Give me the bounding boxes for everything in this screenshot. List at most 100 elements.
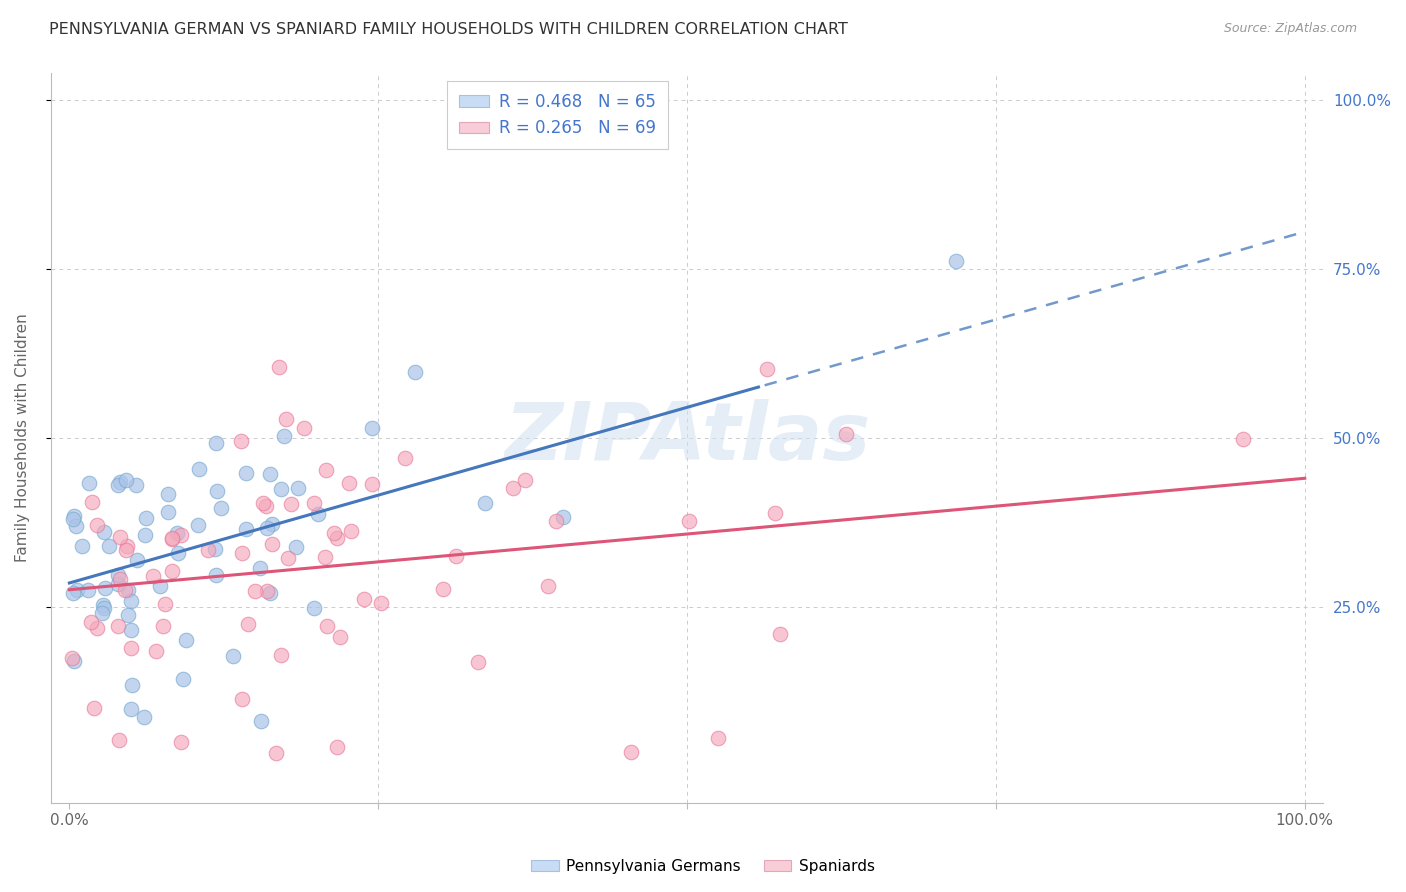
Point xyxy=(544,514,567,528)
Point xyxy=(536,579,558,593)
Point xyxy=(114,582,136,597)
Point xyxy=(287,481,309,495)
Point xyxy=(250,714,273,729)
Point xyxy=(134,527,156,541)
Point xyxy=(329,631,352,645)
Point xyxy=(115,473,138,487)
Point xyxy=(160,532,183,546)
Point xyxy=(361,420,384,434)
Text: ZIPAtlas: ZIPAtlas xyxy=(503,399,870,476)
Point xyxy=(187,518,209,533)
Point xyxy=(125,552,148,566)
Point xyxy=(280,497,302,511)
Point xyxy=(292,421,315,435)
Point xyxy=(256,499,278,513)
Point xyxy=(273,429,295,443)
Point xyxy=(474,496,496,510)
Point xyxy=(120,702,142,716)
Point xyxy=(209,500,232,515)
Point xyxy=(270,482,292,496)
Point xyxy=(260,517,283,532)
Point xyxy=(93,525,115,540)
Point xyxy=(243,584,266,599)
Point xyxy=(108,572,131,586)
Point xyxy=(82,495,104,509)
Point xyxy=(188,461,211,475)
Point xyxy=(155,597,177,611)
Point xyxy=(269,359,291,374)
Point xyxy=(284,541,307,555)
Point xyxy=(108,530,131,544)
Text: Source: ZipAtlas.com: Source: ZipAtlas.com xyxy=(1223,22,1357,36)
Text: PENNSYLVANIA GERMAN VS SPANIARD FAMILY HOUSEHOLDS WITH CHILDREN CORRELATION CHAR: PENNSYLVANIA GERMAN VS SPANIARD FAMILY H… xyxy=(49,22,848,37)
Point xyxy=(404,365,426,379)
Point xyxy=(107,478,129,492)
Point xyxy=(157,506,180,520)
Point xyxy=(326,740,349,755)
Point xyxy=(467,655,489,669)
Point xyxy=(235,522,257,536)
Point xyxy=(145,644,167,658)
Point xyxy=(205,435,228,450)
Point xyxy=(66,582,89,597)
Point xyxy=(65,519,87,533)
Point xyxy=(205,484,228,499)
Point xyxy=(107,619,129,633)
Point xyxy=(134,710,156,724)
Point xyxy=(120,594,142,608)
Point xyxy=(444,549,467,564)
Point xyxy=(91,607,114,621)
Point xyxy=(121,677,143,691)
Point xyxy=(231,546,253,560)
Legend: R = 0.468   N = 65, R = 0.265   N = 69: R = 0.468 N = 65, R = 0.265 N = 69 xyxy=(447,81,668,149)
Point xyxy=(62,654,84,668)
Point xyxy=(769,626,792,640)
Legend: Pennsylvania Germans, Spaniards: Pennsylvania Germans, Spaniards xyxy=(524,853,882,880)
Point xyxy=(316,619,339,633)
Point xyxy=(259,467,281,482)
Point xyxy=(236,616,259,631)
Point xyxy=(235,466,257,480)
Point xyxy=(231,434,253,448)
Point xyxy=(94,582,117,596)
Point xyxy=(515,473,537,487)
Point xyxy=(945,253,967,268)
Point xyxy=(149,579,172,593)
Point xyxy=(160,565,183,579)
Point xyxy=(231,691,253,706)
Point xyxy=(553,510,575,524)
Point xyxy=(83,700,105,714)
Point xyxy=(62,586,84,600)
Point xyxy=(169,528,191,542)
Point xyxy=(252,496,274,510)
Point xyxy=(176,633,198,648)
Point xyxy=(135,511,157,525)
Point xyxy=(117,582,139,597)
Point xyxy=(763,507,786,521)
Point xyxy=(77,476,100,491)
Point xyxy=(108,475,131,489)
Point xyxy=(678,514,700,528)
Point xyxy=(370,596,392,610)
Point xyxy=(274,412,297,426)
Point xyxy=(256,583,278,598)
Point xyxy=(107,568,129,582)
Point xyxy=(152,618,174,632)
Point xyxy=(91,598,114,612)
Point xyxy=(166,526,188,541)
Point xyxy=(156,487,179,501)
Point xyxy=(340,524,363,538)
Point xyxy=(79,615,101,630)
Point xyxy=(142,569,165,583)
Point xyxy=(124,478,146,492)
Point xyxy=(107,733,129,747)
Point xyxy=(256,521,278,535)
Point xyxy=(120,640,142,655)
Point xyxy=(260,536,283,550)
Point xyxy=(93,601,115,615)
Point xyxy=(756,362,779,376)
Point xyxy=(326,531,349,545)
Point xyxy=(86,621,108,635)
Point xyxy=(204,541,226,556)
Point xyxy=(249,561,271,575)
